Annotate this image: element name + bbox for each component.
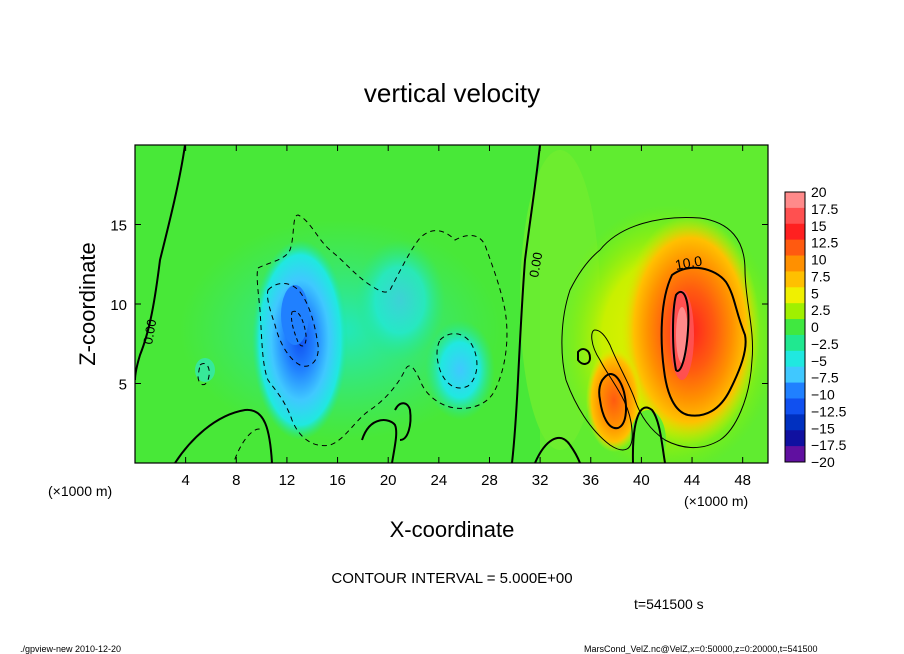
x-tick-label: 12 xyxy=(279,472,296,489)
colorbar-swatch xyxy=(785,366,805,384)
contour-label-ten: 10.0 xyxy=(674,252,704,273)
colorbar-label: 10 xyxy=(811,252,827,268)
colorbar-swatch xyxy=(785,303,805,320)
x-tick-label: 32 xyxy=(532,472,549,489)
x-tick-label: 40 xyxy=(633,472,650,489)
colorbar-swatch xyxy=(785,430,805,447)
y-axis-label: Z-coordinate xyxy=(75,242,100,366)
colorbar-label: 15 xyxy=(811,218,827,234)
footer-right: MarsCond_VelZ.nc@VelZ,x=0:50000,z=0:2000… xyxy=(584,644,818,654)
x-tick-label: 36 xyxy=(582,472,599,489)
colorbar-swatch xyxy=(785,287,805,304)
x-axis-label: X-coordinate xyxy=(390,517,515,542)
x-tick-label: 20 xyxy=(380,472,397,489)
x-tick-label: 16 xyxy=(329,472,346,489)
colorbar-label: 2.5 xyxy=(811,302,831,318)
x-tick-label: 4 xyxy=(181,472,189,489)
colorbar-label: −7.5 xyxy=(811,370,839,386)
x-unit-left: (×1000 m) xyxy=(48,483,112,499)
colorbar-swatch xyxy=(785,350,805,368)
colorbar-swatch xyxy=(785,223,805,241)
colorbar-swatch xyxy=(785,334,805,352)
contour-label-zero-mid: 0.00 xyxy=(526,251,545,279)
colorbar-swatch xyxy=(785,192,805,209)
colorbar-label: 7.5 xyxy=(811,268,831,284)
colorbar-label: −12.5 xyxy=(811,403,847,419)
colorbar-swatch xyxy=(785,446,805,463)
colorbar: 2017.51512.5107.552.50−2.5−5−7.5−10−12.5… xyxy=(784,184,847,470)
x-tick-label: 48 xyxy=(734,472,751,489)
colorbar-swatch xyxy=(785,255,805,272)
x-axis: 4 8 12 16 20 24 28 32 36 40 44 48 xyxy=(181,145,751,489)
colorbar-swatch xyxy=(785,207,805,225)
footer-left: ./gpview-new 2010-12-20 xyxy=(20,644,121,654)
x-tick-label: 28 xyxy=(481,472,498,489)
colorbar-label: −5 xyxy=(811,353,827,369)
x-unit-right: (×1000 m) xyxy=(684,493,748,509)
colorbar-swatch xyxy=(785,319,805,336)
plot-field: 0.00 0.00 10.0 xyxy=(135,145,768,463)
colorbar-swatch xyxy=(785,271,805,288)
colorbar-frame xyxy=(784,191,806,463)
colorbar-swatch xyxy=(785,239,805,257)
colorbar-label: −17.5 xyxy=(811,437,847,453)
colorbar-label: −20 xyxy=(811,454,835,470)
contour-interval-text: CONTOUR INTERVAL = 5.000E+00 xyxy=(331,570,572,587)
colorbar-swatch xyxy=(785,382,805,399)
colorbar-swatch xyxy=(785,414,805,431)
colorbar-label: 0 xyxy=(811,319,819,335)
time-text: t=541500 s xyxy=(634,596,704,612)
colorbar-swatch xyxy=(785,398,805,415)
colorbar-label: 17.5 xyxy=(811,201,838,217)
x-tick-label: 24 xyxy=(430,472,447,489)
colorbar-label: 5 xyxy=(811,285,819,301)
y-axis: 5 10 15 xyxy=(110,218,768,394)
colorbar-label: 12.5 xyxy=(811,235,838,251)
x-tick-label: 44 xyxy=(684,472,701,489)
y-tick-label: 5 xyxy=(119,377,127,394)
y-tick-label: 10 xyxy=(110,297,127,314)
y-tick-label: 15 xyxy=(110,218,127,235)
contour-label-zero-left: 0.00 xyxy=(140,318,159,346)
colorbar-label: −2.5 xyxy=(811,336,839,352)
chart-title: vertical velocity xyxy=(364,78,540,108)
colorbar-label: −10 xyxy=(811,387,835,403)
colorbar-label: 20 xyxy=(811,184,827,200)
colorbar-label: −15 xyxy=(811,420,835,436)
x-tick-label: 8 xyxy=(232,472,240,489)
